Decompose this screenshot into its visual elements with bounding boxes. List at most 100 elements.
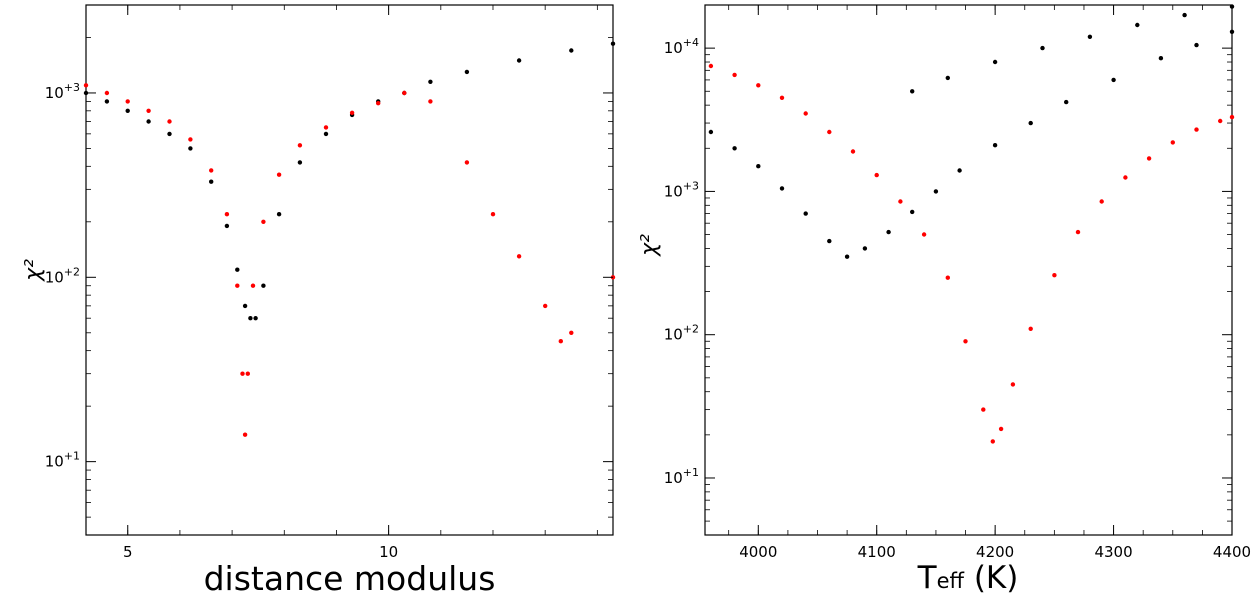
- data-point: [779, 95, 785, 101]
- data-point: [104, 90, 110, 96]
- data-point: [569, 48, 574, 53]
- data-point: [708, 129, 714, 135]
- y-tick-label: 10+4: [664, 36, 699, 57]
- data-point: [261, 219, 266, 224]
- y-tick-label: 10+2: [664, 323, 699, 344]
- data-point: [83, 83, 89, 88]
- data-point: [1229, 114, 1235, 120]
- data-point: [779, 186, 785, 191]
- x-tick-label: 4400: [1213, 543, 1251, 561]
- data-point: [543, 303, 548, 309]
- data-point: [490, 212, 496, 217]
- data-point: [516, 58, 522, 63]
- data-point: [708, 63, 714, 69]
- data-point: [756, 83, 761, 88]
- data-point: [1099, 199, 1104, 204]
- x-axis-title-main: T: [917, 560, 938, 596]
- data-point: [323, 125, 329, 130]
- data-point: [1158, 56, 1164, 61]
- data-point: [428, 99, 433, 104]
- data-point: [188, 146, 193, 151]
- x-tick-label: 4300: [1094, 543, 1132, 561]
- data-point: [224, 223, 230, 229]
- x-tick-label: 4000: [739, 543, 777, 561]
- y-axis-title: χ²: [21, 259, 46, 282]
- data-point: [957, 168, 962, 173]
- x-axis-title-sub: eff: [937, 569, 965, 593]
- y-tick-label: 10+1: [45, 450, 80, 471]
- data-point: [297, 160, 303, 165]
- data-point: [732, 72, 737, 78]
- x-tick-label: 4200: [976, 543, 1014, 561]
- data-point: [125, 99, 130, 104]
- data-point: [464, 69, 470, 75]
- data-point: [1194, 127, 1199, 132]
- data-point: [464, 160, 470, 165]
- data-point: [240, 371, 245, 376]
- data-point: [1064, 99, 1069, 105]
- y-tick-label: 10+3: [664, 179, 699, 200]
- series-2: [708, 63, 1235, 444]
- data-point: [610, 41, 616, 46]
- data-point: [245, 371, 250, 376]
- data-point: [921, 232, 927, 237]
- data-point: [992, 143, 998, 148]
- series-0: [708, 29, 1235, 259]
- series-1: [83, 83, 616, 437]
- x-axis-title: distance modulus: [204, 559, 496, 598]
- data-point: [844, 254, 850, 259]
- data-point: [323, 131, 329, 137]
- x-axis-title: Teff (K): [917, 560, 1019, 596]
- data-point: [898, 199, 903, 204]
- y-tick-label: 10+2: [45, 265, 80, 286]
- tick-layer: 4000 4100 4200 4300 4400 10+1 10+2 10+3 10+4: [664, 4, 1251, 561]
- data-point: [253, 316, 258, 321]
- data-point: [992, 59, 998, 65]
- chart-teff: 4000 4100 4200 4300 4400 10+1 10+2 10+3 10+4 Tef…: [637, 4, 1251, 596]
- data-point: [933, 189, 939, 194]
- data-point: [1028, 326, 1033, 331]
- series-0: [83, 41, 616, 321]
- data-point: [188, 137, 193, 142]
- data-point: [276, 172, 282, 177]
- data-point: [963, 339, 968, 344]
- data-point: [1146, 156, 1152, 161]
- data-point: [242, 303, 248, 309]
- data-point: [803, 211, 808, 216]
- plot-frame: [704, 4, 1233, 536]
- data-point: [1170, 140, 1176, 145]
- data-point: [146, 108, 151, 114]
- data-point: [756, 164, 761, 169]
- series-layer: [83, 41, 616, 437]
- plot-frame: [85, 4, 614, 536]
- data-point: [276, 212, 282, 217]
- data-point: [235, 267, 240, 272]
- data-point: [1123, 175, 1128, 180]
- series-layer: [708, 4, 1235, 444]
- data-point: [990, 439, 995, 444]
- data-point: [1028, 120, 1033, 126]
- x-tick-label: 5: [123, 543, 133, 561]
- x-axis-title-unit: (K): [964, 560, 1018, 596]
- x-tick-label: 10: [379, 543, 398, 561]
- data-point: [1229, 29, 1235, 34]
- data-point: [349, 110, 355, 116]
- data-point: [1194, 42, 1199, 48]
- data-point: [428, 79, 433, 85]
- data-point: [1040, 45, 1045, 51]
- y-tick-label: 10+1: [664, 466, 699, 487]
- data-point: [1052, 273, 1057, 278]
- data-point: [167, 119, 172, 124]
- data-point: [569, 330, 574, 335]
- data-point: [945, 275, 950, 280]
- data-point: [1182, 12, 1187, 18]
- tick-layer: 5 10 10+1 10+2 10+3: [45, 4, 613, 561]
- data-point: [850, 149, 856, 154]
- data-point: [827, 238, 832, 244]
- y-axis-title: χ²: [637, 234, 662, 257]
- data-point: [827, 129, 832, 135]
- data-point: [862, 246, 868, 251]
- data-point: [1111, 77, 1116, 83]
- data-point: [910, 209, 915, 215]
- data-point: [146, 119, 151, 124]
